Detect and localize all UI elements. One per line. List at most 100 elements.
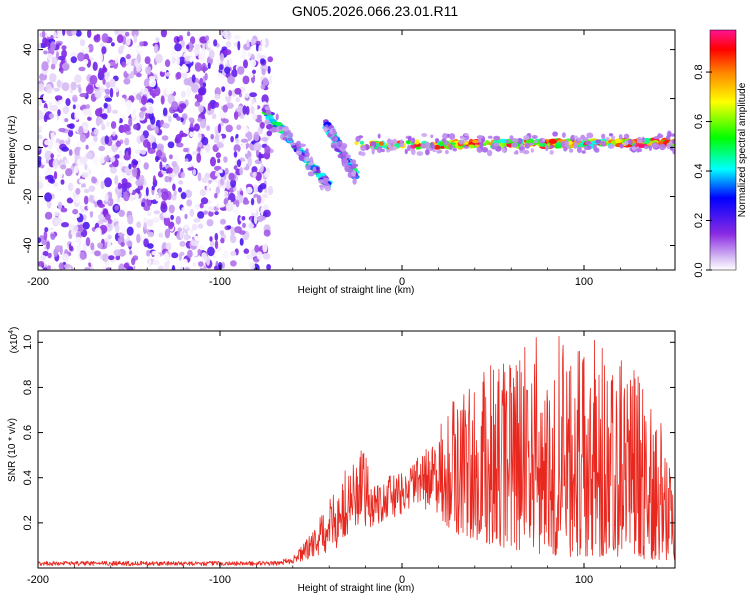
spectrogram-cell — [123, 262, 130, 269]
spectrogram-cell — [556, 141, 561, 147]
spectrogram-cell — [160, 95, 165, 105]
spectrogram-cell — [57, 109, 61, 117]
spectrogram-cell — [305, 164, 311, 171]
spectrogram-cell — [128, 163, 132, 170]
spectrogram-cell — [175, 211, 180, 217]
spectrogram-cell — [49, 178, 55, 184]
spectrogram-cell — [48, 113, 55, 119]
spectrogram-cell — [112, 131, 116, 137]
spectrogram-cell — [253, 214, 258, 225]
spectrogram-cell — [345, 154, 351, 158]
spectrogram-cell — [493, 142, 500, 147]
spectrogram-cell — [87, 202, 95, 212]
spectrogram-cell — [61, 146, 69, 152]
spectrogram-cell — [239, 167, 244, 176]
spectrogram-cell — [251, 99, 255, 105]
spectrogram-cell — [88, 108, 92, 118]
spectrogram-cell — [127, 214, 134, 225]
x-tick-label: 0 — [399, 574, 405, 586]
spectrogram-cell — [154, 44, 159, 54]
spectrogram-cell — [157, 265, 165, 270]
spectrogram-cell — [219, 53, 225, 62]
spectrogram-cell — [493, 135, 501, 141]
spectrogram-cell — [155, 53, 163, 64]
spectrogram-cell — [77, 52, 85, 62]
spectrogram-cell — [145, 66, 152, 75]
spectrogram-cell — [249, 92, 257, 98]
spectrogram-cell — [194, 43, 201, 50]
spectrogram-cell — [648, 145, 653, 152]
spectrogram-cell — [107, 234, 112, 240]
spectrogram-cell — [47, 53, 53, 60]
spectrogram-cell — [87, 116, 92, 121]
spectrogram-cell — [266, 264, 271, 270]
spectrogram-cell — [505, 139, 509, 144]
spectrogram-cell — [167, 84, 175, 95]
spectrogram-cell — [53, 115, 58, 122]
spectrogram-cell — [349, 166, 355, 170]
chart-title: GN05.2026.066.23.01.R11 — [292, 3, 459, 19]
spectrogram-cell — [187, 249, 193, 258]
spectrogram-cell — [193, 218, 201, 223]
spectrogram-cell — [305, 148, 309, 154]
spectrogram-cell — [58, 170, 63, 178]
spectrogram-cell — [261, 38, 266, 47]
spectrogram-cell — [549, 145, 554, 149]
spectrogram-cell — [81, 172, 89, 179]
spectrogram-cell — [140, 95, 148, 105]
spectrogram-cell — [118, 209, 125, 217]
spectrogram-cell — [68, 149, 73, 156]
spectrogram-cell — [233, 34, 241, 40]
spectrogram-cell — [251, 166, 258, 174]
spectrogram-cell — [78, 87, 82, 93]
spectrogram-cell — [109, 87, 114, 98]
spectrogram-cell — [180, 90, 186, 98]
snr-axes: -200 -100 0 100 0.2 0.4 0.6 0.8 1.0 — [22, 331, 675, 586]
snr-panel: -200 -100 0 100 0.2 0.4 0.6 0.8 1.0 Height of st… — [7, 327, 676, 594]
spectrogram-cell — [79, 224, 84, 233]
spectrogram-cell — [352, 178, 357, 185]
spectrogram-cell — [93, 155, 99, 166]
spectrogram-cell — [133, 65, 137, 76]
spectrogram-cell — [131, 45, 136, 54]
spectrogram-cell — [183, 78, 191, 86]
spectrogram-cell — [38, 237, 42, 244]
spectrogram-cell — [360, 144, 367, 152]
spectrogram-cell — [224, 66, 231, 74]
spectrogram-cell — [219, 31, 227, 36]
spectrogram-cell — [129, 250, 133, 255]
spectrogram-cell — [125, 100, 133, 108]
spectrogram-cell — [228, 57, 233, 66]
spectrogram-cell — [40, 205, 46, 214]
spectrogram-cell — [260, 264, 266, 270]
spectrogram-cell — [71, 30, 77, 36]
spectrogram-cell — [38, 156, 42, 165]
spectrogram-cell — [260, 163, 264, 173]
snr-xlabel: Height of straight line (km) — [298, 583, 415, 594]
spectrogram-cell — [133, 34, 138, 44]
spectrogram-cell — [224, 265, 232, 270]
spectrogram-cell — [38, 99, 43, 107]
spectrogram-cell — [47, 30, 52, 38]
spectrogram-cell — [143, 222, 147, 230]
spectrogram-cell — [101, 113, 108, 120]
spectrogram-cell — [298, 154, 305, 161]
spectrogram-cell — [211, 113, 217, 120]
colorbar-tick-label: 0.6 — [693, 114, 705, 129]
spectrogram-cell — [89, 75, 98, 85]
spectrogram-cell — [264, 171, 270, 178]
spectrogram-cell — [548, 138, 557, 144]
spectrogram-cell — [197, 172, 202, 182]
spectrogram-cell — [206, 219, 214, 227]
spectrogram-cell — [155, 149, 163, 158]
spectrogram-cell — [586, 132, 594, 139]
spectrogram-marks — [38, 30, 675, 270]
spectrogram-cell — [361, 151, 366, 157]
spectrogram-cell — [237, 40, 241, 51]
spectrogram-cell — [95, 81, 102, 88]
spectrogram-cell — [62, 106, 70, 114]
spectrogram-cell — [262, 77, 269, 86]
spectrogram-cell — [560, 140, 566, 148]
spectrogram-cell — [183, 233, 190, 241]
